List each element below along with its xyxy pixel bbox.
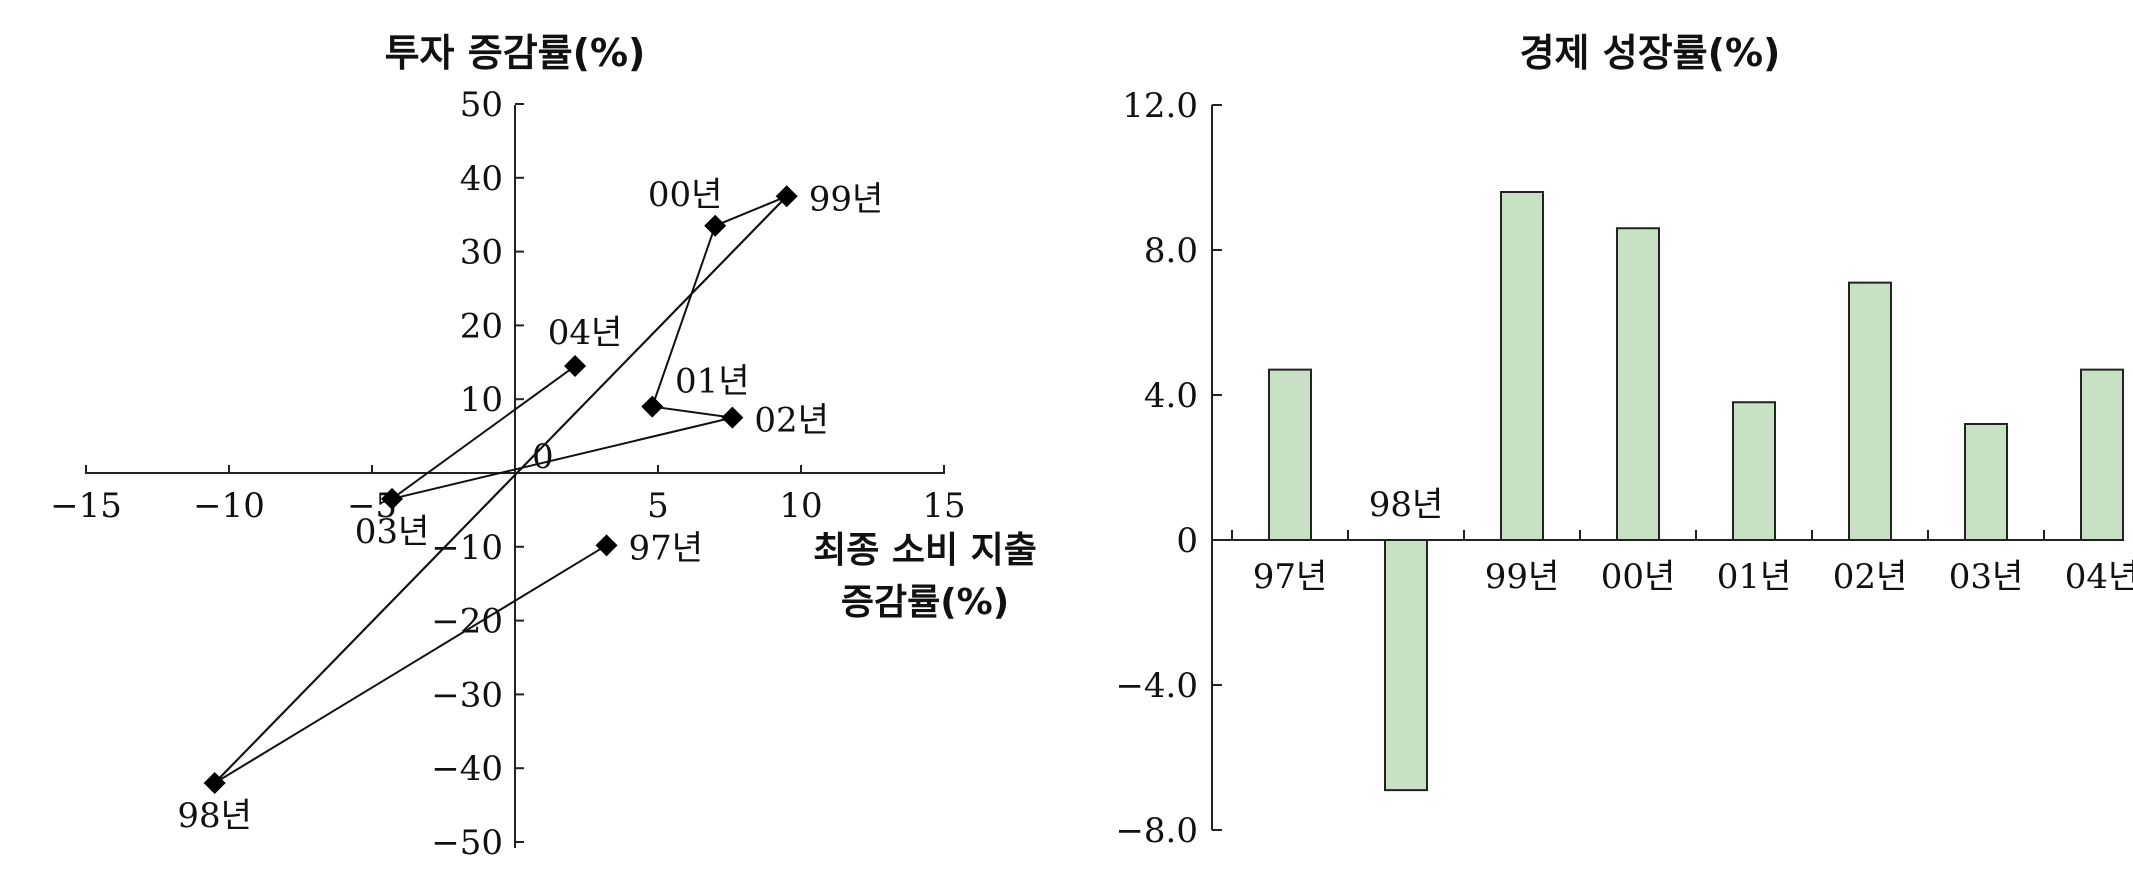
scatter-point-marker (595, 534, 618, 557)
bar-category-label: 04년 (2065, 557, 2133, 597)
scatter-y-tick-label: 40 (460, 159, 503, 199)
bar (1964, 423, 2008, 541)
scatter-point-label: 03년 (355, 512, 430, 552)
scatter-y-tick-label: −20 (431, 602, 503, 642)
bar-y-tick-label: 4.0 (1144, 376, 1198, 416)
scatter-x-axis-title-line1: 최종 소비 지출 (813, 530, 1037, 571)
scatter-point-label: 98년 (177, 796, 252, 836)
bar (1732, 401, 1776, 541)
scatter-x-tick-label: 5 (647, 486, 669, 526)
scatter-x-tick-label: 10 (779, 486, 822, 526)
scatter-point-marker (704, 214, 727, 237)
bar-category-label: 99년 (1485, 557, 1560, 597)
scatter-point-marker (641, 395, 664, 418)
scatter-point-marker (775, 185, 798, 208)
bar-category-label: 98년 (1369, 485, 1444, 525)
bar-category-label: 97년 (1253, 557, 1328, 597)
scatter-trajectory-line (213, 195, 788, 784)
scatter-point-marker (564, 354, 587, 377)
scatter-point-label: 02년 (754, 401, 829, 441)
scatter-y-tick-label: 20 (460, 306, 503, 346)
scatter-point-marker (381, 487, 404, 510)
bar (1384, 539, 1428, 792)
scatter-marks: −15 −10 −5 5 10 155040302010−10−20−30−40−5097… (50, 85, 966, 863)
bar (1848, 281, 1892, 541)
bar-y-tick-label: 0 (1176, 521, 1198, 561)
scatter-y-tick-label: 10 (460, 380, 503, 420)
bar-y-tick-label: −4.0 (1115, 666, 1198, 706)
bar (1616, 227, 1660, 541)
scatter-origin-label: 0 (532, 437, 554, 477)
scatter-y-tick-label: 50 (460, 85, 503, 125)
scatter-chart: 투자 증감률(%) 0 최종 소비 지출 증감률(%) −15 −10 −5 5 10 1… (50, 31, 1037, 863)
scatter-x-tick-label: −15 (50, 486, 122, 526)
scatter-x-axis-title-line2: 증감률(%) (841, 582, 1009, 623)
bar-category-label: 03년 (1949, 557, 2024, 597)
scatter-y-axis-title: 투자 증감률(%) (385, 31, 646, 75)
bar (2080, 368, 2124, 541)
scatter-x-tick-label: 15 (922, 486, 965, 526)
scatter-point-label: 01년 (675, 362, 750, 402)
scatter-y-tick-label: −30 (431, 675, 503, 715)
bar-chart: 경제 성장률(%) 12.0 8.0 4.0 0 −4.0 −8.0 97년 98년 99년 00… (1115, 31, 2133, 851)
scatter-y-tick-label: −40 (431, 749, 503, 789)
scatter-point-marker (203, 771, 226, 794)
scatter-point-label: 97년 (629, 528, 704, 568)
scatter-point-label: 00년 (648, 175, 723, 215)
scatter-point-label: 99년 (809, 179, 884, 219)
bar-chart-title: 경제 성장률(%) (1520, 31, 1781, 75)
bar-y-tick-label: 12.0 (1122, 86, 1198, 126)
bar (1268, 368, 1312, 541)
scatter-x-tick-label: −10 (193, 486, 265, 526)
bar-marks: 12.0 8.0 4.0 0 −4.0 −8.0 97년 98년 99년 00년 01년 02년 03년… (1115, 86, 2133, 851)
bar-y-tick-label: −8.0 (1115, 811, 1198, 851)
scatter-point-marker (721, 406, 744, 429)
bar-y-tick-label: 8.0 (1144, 231, 1198, 271)
scatter-y-tick-label: −10 (431, 528, 503, 568)
scatter-y-tick-label: −50 (431, 823, 503, 863)
bar (1500, 191, 1544, 541)
bar-category-label: 02년 (1833, 557, 1908, 597)
scatter-y-tick-label: 30 (460, 233, 503, 273)
bar-category-label: 01년 (1717, 557, 1792, 597)
bar-category-label: 00년 (1601, 557, 1676, 597)
scatter-point-label: 04년 (548, 313, 623, 353)
